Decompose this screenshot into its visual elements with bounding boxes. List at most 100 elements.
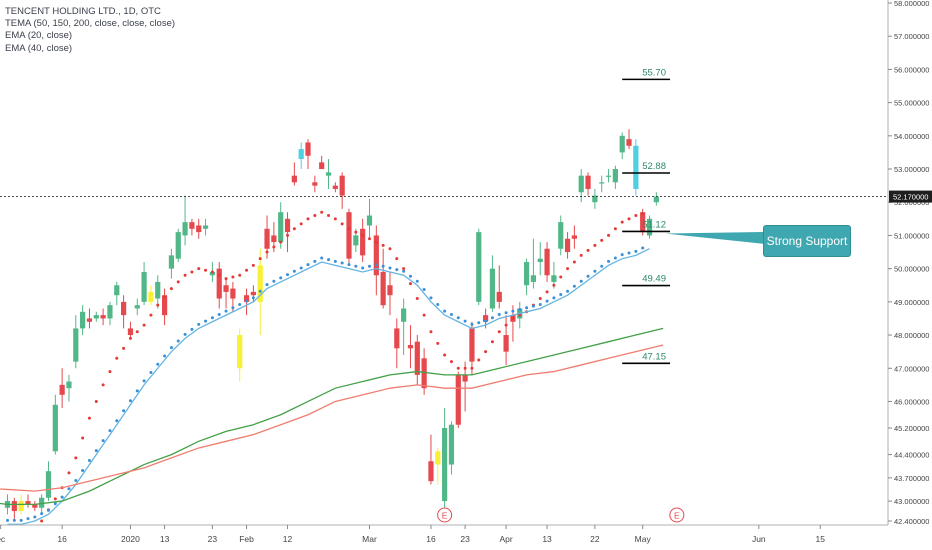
series-dot-0 (169, 287, 173, 291)
x-tick-label: 22 (590, 534, 600, 544)
candle-body (155, 281, 161, 299)
candle-body (216, 268, 222, 299)
series-dot-0 (579, 253, 583, 257)
legend-ema40[interactable]: EMA (40, close) (5, 42, 73, 54)
series-dot-0 (354, 230, 358, 234)
series-dot-0 (265, 250, 269, 254)
legend-title[interactable]: TENCENT HOLDING LTD., 1D, OTC (5, 6, 161, 17)
series-dot-0 (40, 519, 44, 523)
series-dot-1 (272, 279, 276, 283)
level-label-47.15: 47.15 (642, 351, 666, 362)
candle-body (121, 301, 127, 316)
series-dot-1 (101, 439, 105, 443)
candle-body (394, 328, 400, 349)
candle-body (73, 328, 79, 362)
candle-body (312, 182, 318, 186)
series-dot-0 (470, 366, 474, 370)
series-dot-0 (347, 227, 351, 231)
x-tick-label: 16 (426, 534, 436, 544)
series-dot-1 (422, 288, 426, 292)
series-dot-0 (292, 227, 296, 231)
legend-ema20[interactable]: EMA (20, close) (5, 30, 73, 42)
series-dot-0 (142, 323, 146, 327)
series-dot-1 (463, 319, 467, 323)
series-dot-1 (538, 302, 542, 306)
candle-body (442, 428, 448, 502)
y-tick-label: 46.000000 (894, 397, 929, 406)
series-dot-0 (627, 217, 631, 221)
candle-body (18, 501, 24, 512)
series-dot-1 (641, 246, 645, 250)
y-tick-label: 49.000000 (894, 298, 929, 307)
candle-body (469, 328, 475, 362)
candle-body (237, 335, 243, 369)
series-dot-1 (67, 487, 71, 491)
series-dot-1 (12, 518, 16, 522)
series-dot-0 (381, 243, 385, 247)
last-price-label: 52.170000 (893, 193, 928, 202)
series-dot-1 (115, 419, 119, 423)
series-dot-1 (395, 268, 399, 272)
y-tick-label: 43.700000 (894, 474, 929, 483)
series-dot-0 (197, 267, 201, 271)
x-tick-label: Mar (362, 534, 377, 544)
candle-body (45, 471, 52, 498)
series-dot-0 (163, 295, 167, 299)
series-dot-1 (231, 306, 235, 310)
legend-tema[interactable]: TEMA (50, 150, 200, close, close, close) (5, 18, 176, 30)
series-dot-1 (81, 469, 85, 473)
series-dot-1 (224, 309, 228, 313)
series-dot-0 (327, 214, 331, 218)
candle-body (483, 315, 489, 322)
series-dot-1 (217, 312, 221, 316)
series-dot-0 (538, 297, 542, 301)
series-dot-1 (436, 302, 440, 306)
series-dot-1 (572, 284, 576, 288)
candle-body (612, 169, 618, 183)
series-dot-0 (149, 313, 153, 317)
series-dot-0 (511, 316, 515, 320)
series-dot-0 (545, 290, 549, 294)
series-dot-1 (306, 263, 310, 267)
strong-support-callout[interactable]: Strong Support (763, 225, 851, 257)
series-dot-0 (217, 273, 221, 277)
series-dot-0 (156, 303, 160, 307)
series-dot-1 (566, 289, 570, 293)
candle-body (161, 295, 168, 316)
level-label-52.88: 52.88 (642, 161, 666, 172)
x-tick-label: May (635, 534, 652, 544)
series-dot-0 (190, 270, 194, 274)
candle-body (305, 142, 311, 156)
candle-body (264, 228, 270, 249)
series-dot-1 (504, 311, 508, 315)
candle-body (250, 291, 256, 296)
candle-body (592, 195, 598, 203)
candle-body (489, 268, 496, 309)
series-dot-0 (463, 366, 467, 370)
series-dot-1 (333, 259, 337, 263)
y-tick-label: 47.000000 (894, 364, 929, 373)
candle-body (202, 225, 209, 229)
series-dot-0 (367, 237, 371, 241)
candle-body (551, 275, 557, 282)
candle-body (530, 275, 537, 282)
y-tick-label: 54.000000 (894, 132, 929, 141)
series-dot-0 (402, 267, 406, 271)
series-dot-0 (388, 247, 392, 251)
series-dot-1 (600, 264, 604, 268)
x-tick-label: 13 (542, 534, 552, 544)
y-tick-label: 53.000000 (894, 165, 929, 174)
level-label-49.49: 49.49 (642, 274, 666, 285)
candle-body (401, 308, 407, 322)
candle-body (496, 291, 502, 302)
candle-body (271, 235, 277, 243)
y-tick-label: 55.000000 (894, 99, 929, 108)
candle-body (209, 271, 215, 276)
series-dot-0 (395, 257, 399, 261)
candle-body (127, 328, 134, 336)
candle-body (564, 238, 571, 253)
series-dot-1 (477, 321, 481, 325)
series-dot-0 (415, 297, 419, 301)
